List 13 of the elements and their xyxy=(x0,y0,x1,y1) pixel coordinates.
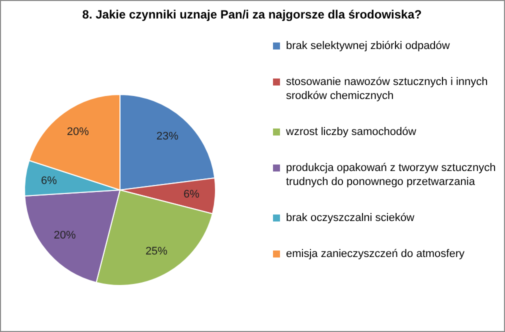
legend-label: brak oczyszczalni scieków xyxy=(286,212,414,224)
legend-label: wzrost liczby samochodów xyxy=(285,126,416,138)
data-label: 6% xyxy=(184,188,200,201)
legend-label: brak selektywnej zbiórki odpadów xyxy=(286,40,450,52)
legend-label: stosowanie nawozów sztucznych i innych srodków chemicznych xyxy=(286,76,488,102)
legend-label: produkcja opakowań z tworzyw sztucznych trudnych do ponownego przetwarzania xyxy=(286,162,496,188)
data-label: 20% xyxy=(66,126,90,138)
chart-title: 8. Jakie czynniki uznaje Pan/i za najgorsze dla środowiska? xyxy=(82,7,422,22)
data-label: 23% xyxy=(156,130,179,142)
data-label: 20% xyxy=(54,230,76,242)
data-label: 6% xyxy=(40,175,58,188)
data-label: 25% xyxy=(145,246,168,258)
legend-label: emisja zanieczyszczeń do atmosfery xyxy=(286,248,466,260)
